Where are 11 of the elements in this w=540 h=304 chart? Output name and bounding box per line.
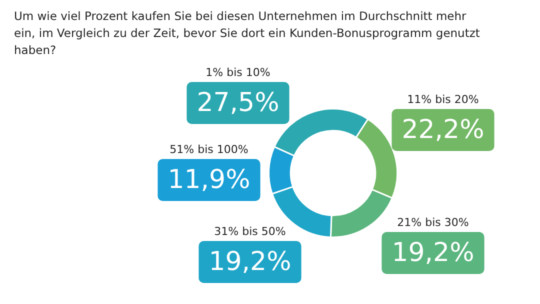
slice-label: 11% bis 20% xyxy=(407,92,479,106)
chart-title: Um wie viel Prozent kaufen Sie bei diesen Unternehmen im Durchschnitt mehr ein, im Vergleich zu der Zeit, bevor Sie dort ein Kunden-Bonusprogramm genutzt haben? xyxy=(14,8,481,59)
data-label: 27,5% xyxy=(196,88,280,118)
slice-label: 31% bis 50% xyxy=(214,224,286,238)
data-label: 11,9% xyxy=(168,164,250,195)
data-label: 22,2% xyxy=(402,114,484,145)
slice-label: 1% bis 10% xyxy=(206,66,270,79)
data-label: 19,2% xyxy=(208,246,292,277)
data-label: 19,2% xyxy=(392,238,474,268)
slice-label: 51% bis 100% xyxy=(170,142,248,156)
slice-label: 21% bis 30% xyxy=(397,216,469,229)
